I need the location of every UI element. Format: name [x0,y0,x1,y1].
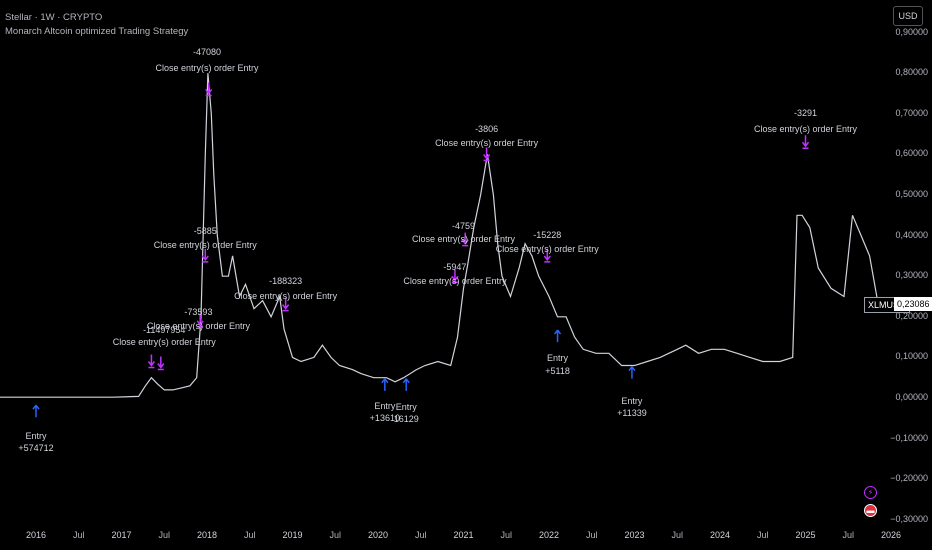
exit-arrow [451,269,459,283]
time-tick-label: Jul [72,530,85,540]
time-tick-label: Jul [842,530,855,540]
time-tick-label: 2017 [111,530,132,540]
trade-annotation: Close entry(s) order Entry [155,63,259,74]
symbol-title: Stellar · 1W · CRYPTO [5,12,103,23]
flag-icon[interactable]: ▬ [864,504,877,517]
exit-arrow [196,313,204,328]
exit-arrow [801,135,810,149]
trade-annotation: Close entry(s) order Entry [495,243,599,254]
price-tick-label: 0,60000 [895,148,928,159]
exit-arrow [147,354,156,369]
time-tick-label: 2019 [282,530,303,540]
trade-annotation: +11339 [617,408,647,419]
trade-annotation: -188323 [269,276,303,287]
price-tick-label: 0,20000 [895,310,928,321]
exit-arrow [205,82,213,97]
exit-arrow [543,248,551,263]
trade-annotation: Close entry(s) order Entry [753,124,858,135]
strategy-title: Monarch Altcoin optimized Trading Strate… [5,26,189,37]
price-tick-label: 0,90000 [895,26,928,37]
price-tick-label: 0,70000 [895,107,928,118]
time-tick-label: Jul [756,530,769,540]
trade-annotation: -3806 [475,124,499,135]
time-tick-label: Jul [243,530,256,540]
bolt-icon[interactable]: ⚡ [864,486,877,499]
trade-annotation: Close entry(s) order Entry [146,320,250,331]
price-tick-label: −0,30000 [890,513,928,524]
time-tick-label: Jul [329,530,342,540]
time-tick-label: 2024 [709,530,731,540]
trade-annotation: Close entry(s) order Entry [435,138,539,149]
time-tick-label: 2022 [538,530,560,540]
time-tick-label: 2016 [25,530,47,540]
trade-annotation: Close entry(s) order Entry [112,337,216,348]
trade-annotation: Close entry(s) order Entry [234,290,338,301]
last-price-tag: 0,23086 [894,297,932,311]
trade-annotation: Entry [395,402,417,413]
trade-annotation: -15228 [533,229,562,240]
time-tick-label: Jul [158,530,171,540]
trade-annotation: Entry [621,396,643,407]
time-tick-label: 2018 [196,530,218,540]
exit-arrow [282,297,290,312]
time-tick-label: Jul [671,530,684,540]
time-tick-label: 2021 [453,530,474,540]
trade-annotation: Entry [25,430,47,441]
entry-arrow [628,366,636,379]
entry-arrow [32,404,40,418]
price-tick-label: 0,30000 [895,270,928,281]
exit-arrow [461,232,469,247]
time-tick-label: Jul [585,530,598,540]
exit-arrow [201,248,209,263]
time-tick-label: Jul [500,530,513,540]
time-tick-label: 2025 [795,530,816,540]
trade-annotation: -11497954 [143,325,186,335]
price-tick-label: 0,40000 [895,229,928,240]
trade-annotation: -4759 [451,221,476,232]
trade-annotation: Close entry(s) order Entry [411,233,516,244]
price-tick-label: 0,80000 [895,67,928,78]
trade-annotation: 16129 [393,414,419,425]
trade-annotation: +5118 [545,365,570,376]
trade-annotation: Close entry(s) order Entry [403,276,507,287]
trade-annotation: -5885 [193,225,217,236]
time-tick-label: Jul [414,530,427,540]
time-tick-label: 2026 [880,530,902,540]
entry-arrow [381,378,389,391]
trade-annotation: +574712 [18,442,54,453]
trade-annotation: Close entry(s) order Entry [153,239,257,250]
trade-annotation: -5947 [443,262,467,273]
price-tick-label: −0,10000 [890,432,928,443]
entry-arrow [553,329,562,343]
price-line [0,73,879,398]
price-tick-label: 0,00000 [895,392,928,402]
trade-annotation: -47080 [192,46,222,57]
currency-button[interactable]: USD [893,6,923,26]
price-tick-label: −0,20000 [890,473,928,484]
trade-annotation: Entry [374,400,396,411]
trade-annotation: +13610 [369,413,400,424]
exit-arrow [157,356,165,371]
entry-arrow [402,378,410,391]
exit-arrow [482,147,491,162]
price-tick-label: 0,10000 [895,351,928,362]
trade-annotation: Entry [547,353,569,364]
trade-annotation: -3291 [793,107,818,118]
price-tick-label: 0,50000 [895,189,928,199]
trade-annotation: -73593 [184,306,213,317]
time-tick-label: 2020 [367,530,389,540]
time-tick-label: 2023 [624,530,645,540]
